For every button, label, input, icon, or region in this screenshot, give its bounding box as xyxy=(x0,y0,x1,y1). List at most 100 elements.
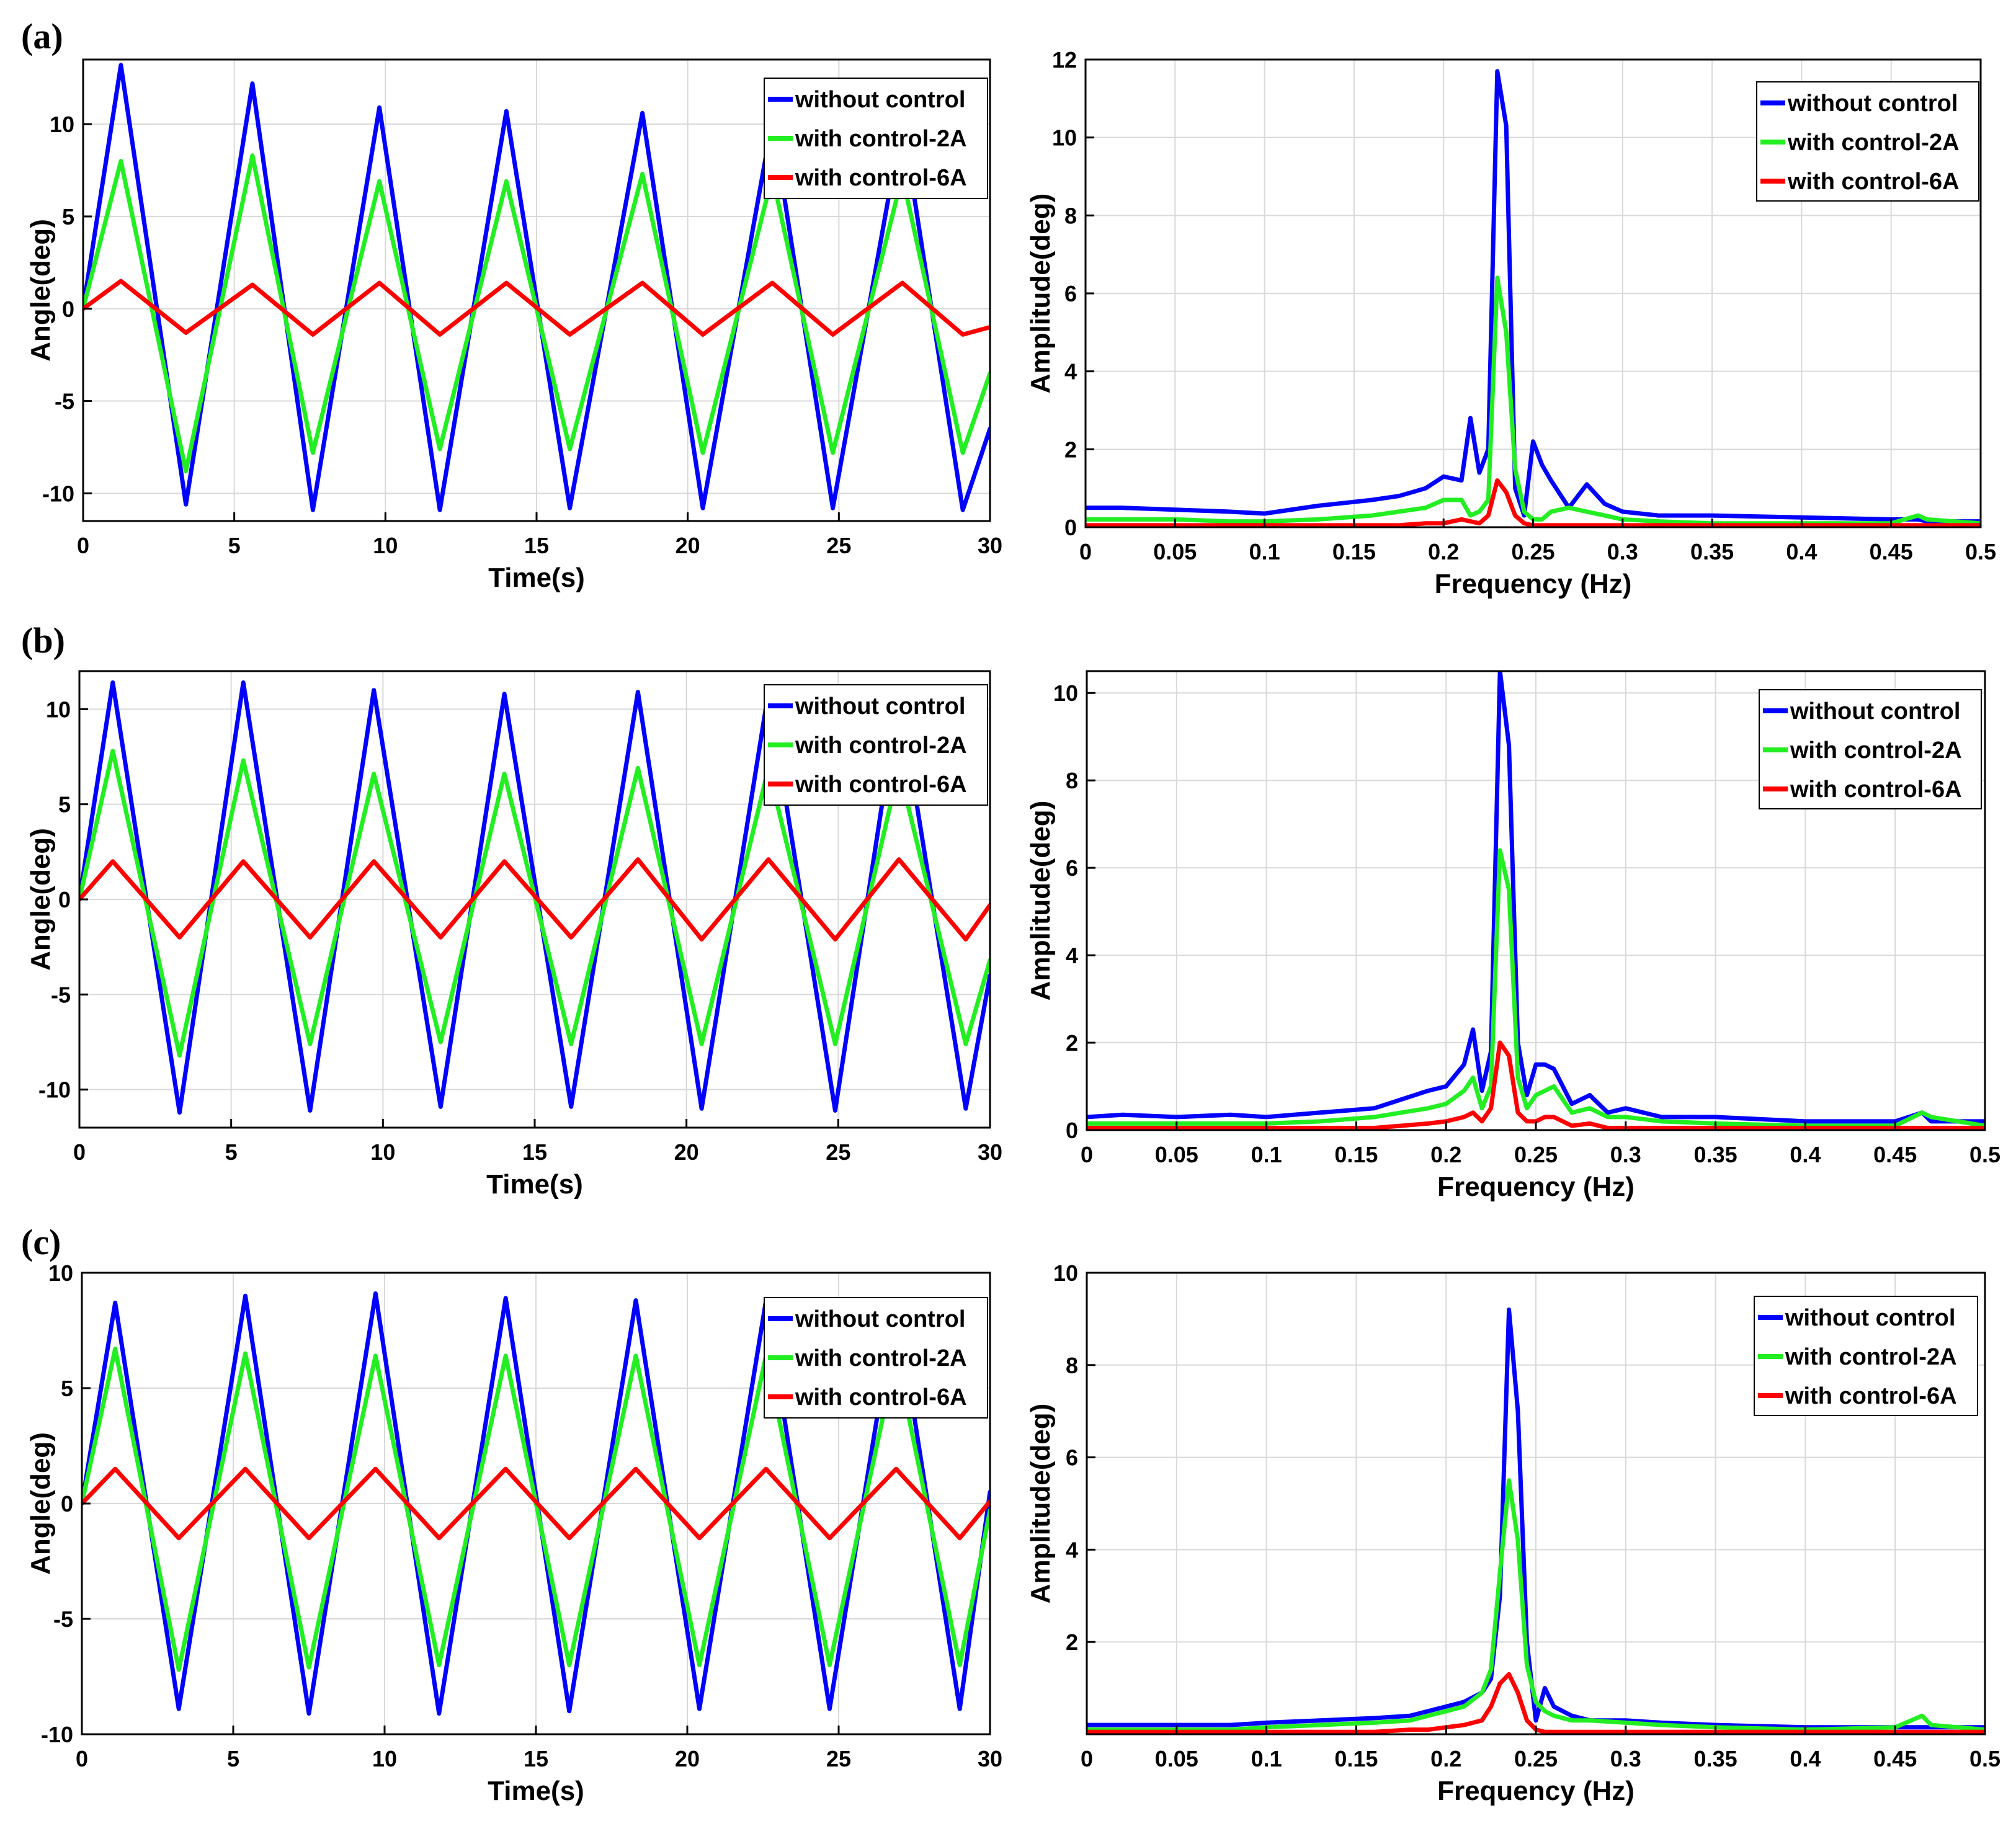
series-line-green xyxy=(79,749,990,1058)
y-tick-label: 6 xyxy=(1066,1445,1078,1471)
y-axis-label: Angle(deg) xyxy=(25,219,56,362)
x-tick-label: 0.35 xyxy=(1694,1142,1737,1167)
legend-label: with control-6A xyxy=(795,772,967,798)
y-tick-label: -5 xyxy=(51,982,71,1007)
x-tick-label: 0.1 xyxy=(1251,1142,1282,1167)
x-axis-label: Time(s) xyxy=(488,1776,584,1806)
x-tick-label: 25 xyxy=(826,1746,851,1771)
series-line-blue xyxy=(1087,671,1985,1124)
x-tick-label: 0.05 xyxy=(1153,539,1197,564)
y-tick-label: 10 xyxy=(46,697,71,722)
y-tick-label: 5 xyxy=(58,792,71,817)
y-tick-label: 2 xyxy=(1064,437,1077,462)
y-tick-label: 10 xyxy=(1053,1260,1078,1286)
legend-box xyxy=(1756,81,1979,202)
legend-label: with control-2A xyxy=(795,126,967,152)
series-line-green xyxy=(1086,275,1981,526)
legend-box xyxy=(1759,689,1982,809)
series-group xyxy=(82,1291,990,1716)
x-tick-label: 30 xyxy=(978,533,1002,558)
legend-label: without control xyxy=(1790,698,1960,724)
y-tick-label: 10 xyxy=(50,112,74,137)
x-tick-label: 0.15 xyxy=(1334,1142,1378,1167)
legend-label: with control-6A xyxy=(1785,1383,1957,1409)
panel-label: (a) xyxy=(21,16,63,56)
x-tick-label: 0.45 xyxy=(1873,1746,1917,1771)
legend-label: without control xyxy=(795,1306,965,1332)
y-tick-label: 6 xyxy=(1064,281,1077,306)
x-tick-label: 0.05 xyxy=(1155,1746,1198,1771)
legend-label: with control-2A xyxy=(795,733,967,759)
y-tick-label: -5 xyxy=(53,1606,73,1632)
series-line-green xyxy=(1087,1478,1985,1732)
legend-label: with control-6A xyxy=(1787,169,1960,195)
x-tick-label: 10 xyxy=(373,533,398,558)
legend-label: with control-2A xyxy=(1785,1344,1957,1370)
y-tick-label: -10 xyxy=(38,1077,71,1103)
x-tick-label: 0.05 xyxy=(1155,1142,1198,1167)
x-tick-label: 0.35 xyxy=(1690,539,1734,564)
x-tick-label: 0.3 xyxy=(1610,1142,1641,1167)
x-tick-label: 0.25 xyxy=(1511,539,1554,564)
legend: without control with control-2A with contr… xyxy=(1759,689,1982,809)
x-axis-label: Frequency (Hz) xyxy=(1437,1172,1635,1202)
x-tick-label: 0.4 xyxy=(1790,1746,1821,1771)
x-tick-label: 15 xyxy=(524,533,549,558)
chart-panel-5: 0 0.05 0.1 0.15 0.2 0.25 0.3 0.35 0.4 0.45 0.5 2 4 6 8… xyxy=(1025,1260,2000,1806)
x-tick-label: 10 xyxy=(370,1139,395,1165)
series-group xyxy=(1087,671,1985,1130)
y-tick-label: 0 xyxy=(62,296,74,322)
y-tick-label: 10 xyxy=(48,1260,73,1286)
x-tick-label: 0.45 xyxy=(1873,1142,1917,1167)
legend-label: with control-2A xyxy=(1787,130,1960,156)
legend-label: with control-6A xyxy=(795,165,967,191)
x-tick-label: 5 xyxy=(227,1746,239,1771)
legend-label: without control xyxy=(1787,91,1958,117)
x-axis-label: Frequency (Hz) xyxy=(1435,569,1632,599)
series-line-green xyxy=(82,1347,990,1672)
legend-box xyxy=(764,684,988,806)
legend: without control with control-2A with contr… xyxy=(1756,81,1979,202)
x-tick-label: 0.1 xyxy=(1251,1746,1282,1771)
x-tick-label: 0.1 xyxy=(1249,539,1280,564)
x-tick-label: 0.2 xyxy=(1428,539,1459,564)
x-tick-label: 0.45 xyxy=(1870,539,1913,564)
y-tick-label: 8 xyxy=(1066,1353,1078,1378)
x-tick-label: 30 xyxy=(978,1139,1002,1165)
series-line-blue xyxy=(1087,1308,1985,1730)
x-tick-label: 30 xyxy=(978,1746,1002,1771)
y-tick-label: 8 xyxy=(1064,203,1077,228)
series-line-red xyxy=(82,1466,990,1541)
y-axis-label: Amplitude(deg) xyxy=(1025,194,1056,394)
series-line-red xyxy=(1087,1040,1985,1130)
x-axis-label: Time(s) xyxy=(486,1169,583,1200)
series-group xyxy=(1086,69,1981,527)
y-tick-label: 10 xyxy=(1053,680,1078,706)
x-tick-label: 5 xyxy=(225,1139,238,1165)
x-tick-label: 0 xyxy=(73,1139,86,1165)
x-tick-label: 15 xyxy=(522,1139,547,1165)
x-tick-label: 0.35 xyxy=(1694,1746,1737,1771)
chart-panel-4: 0 5 10 15 20 25 30 -10 -5 0 5 10 Time(s) Angle(deg) (c… xyxy=(21,1222,1002,1806)
x-tick-label: 0.15 xyxy=(1332,539,1376,564)
y-tick-label: 5 xyxy=(61,1376,73,1401)
legend-label: without control xyxy=(1785,1305,1955,1331)
x-tick-label: 5 xyxy=(228,533,241,558)
x-tick-label: 10 xyxy=(372,1746,397,1771)
x-tick-label: 20 xyxy=(676,533,700,558)
x-tick-label: 0.5 xyxy=(1969,1746,2000,1771)
x-tick-label: 0 xyxy=(1081,1746,1093,1771)
y-tick-label: 12 xyxy=(1052,47,1077,73)
panel-label: (c) xyxy=(21,1222,61,1262)
x-tick-label: 25 xyxy=(826,1139,850,1165)
x-tick-label: 0 xyxy=(1081,1142,1093,1167)
series-line-red xyxy=(83,278,990,337)
legend-box xyxy=(1754,1296,1978,1416)
y-tick-label: 2 xyxy=(1066,1629,1078,1655)
y-axis-label: Angle(deg) xyxy=(25,828,56,971)
x-tick-label: 20 xyxy=(675,1746,700,1771)
x-tick-label: 20 xyxy=(674,1139,699,1165)
chart-panel-3: 0 0.05 0.1 0.15 0.2 0.25 0.3 0.35 0.4 0.45 0.5 0 2 4 6… xyxy=(1025,670,2000,1202)
x-axis-label: Frequency (Hz) xyxy=(1437,1776,1635,1806)
chart-panel-2: 0 5 10 15 20 25 30 -10 -5 0 5 10 Time(s) Angle(deg) (b… xyxy=(21,620,1002,1200)
